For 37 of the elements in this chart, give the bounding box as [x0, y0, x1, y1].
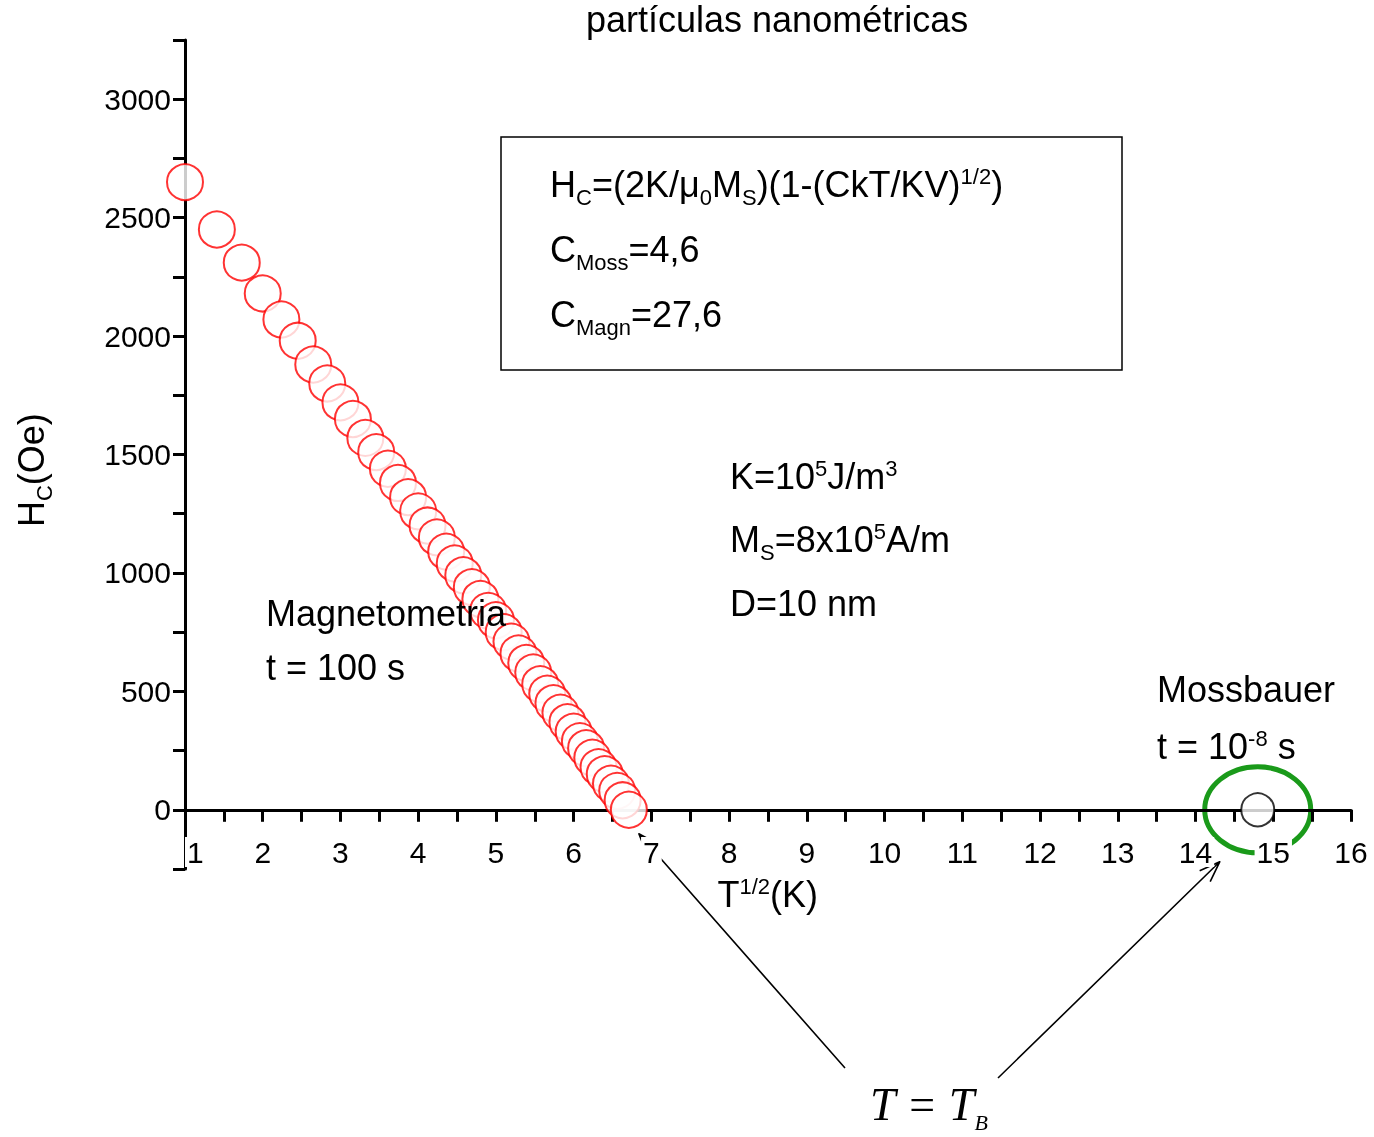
- annotation: M$_{S}$=8x10$^{5}$A/m: [730, 519, 951, 566]
- x-tick-label: 12: [1023, 835, 1057, 869]
- x-tick-label: 9: [798, 835, 816, 869]
- x-tick-label: 13: [1101, 835, 1135, 869]
- y-tick-label: 1000: [104, 556, 171, 590]
- annotation: D=10 nm: [730, 583, 878, 624]
- x-tick-label: 4: [409, 835, 427, 869]
- x-tick-label: 1: [187, 835, 204, 869]
- annotation: Mossbauer: [1157, 669, 1336, 710]
- x-axis-title: T$^{1/2}$(K): [717, 874, 819, 915]
- point: [609, 790, 648, 829]
- chart-title: partículas nanométricas: [586, 0, 969, 40]
- annotation: K=10$^{5}$J/m$^{3}$: [730, 456, 898, 497]
- x-tick-label: 3: [332, 835, 349, 869]
- x-tick-label: 16: [1334, 835, 1368, 869]
- x-tick-label: 10: [867, 835, 902, 869]
- x-tick-label: 11: [946, 835, 978, 869]
- x-tick-label: 7: [643, 835, 660, 869]
- annotation: t = 10$^{-8}$ s: [1157, 726, 1296, 767]
- y-tick-label: 2000: [104, 319, 171, 353]
- point: [166, 163, 204, 202]
- y-tick-label: 3000: [104, 82, 171, 116]
- annotation: t = 100 s: [266, 647, 406, 688]
- x-tick-label: 14: [1178, 835, 1213, 869]
- text: T = T$_{B}$: [870, 1079, 988, 1136]
- x-tick-label: 15: [1256, 835, 1290, 869]
- y-tick-label: 1500: [104, 438, 171, 471]
- y-tick-label: 0: [154, 793, 171, 827]
- x-tick-label: 5: [487, 835, 505, 869]
- annotation: C$_{Magn}$=27,6: [550, 294, 723, 341]
- y-tick-label: 2500: [104, 201, 171, 235]
- x-tick-label: 2: [254, 835, 272, 869]
- text: H$_{C}$=(2K/μ$_{0}$M$_{S}$)(1-(CkT/KV)$^{1/2}$): [550, 164, 1004, 211]
- annotation: C$_{Moss}$=4,6: [550, 229, 700, 276]
- y-tick-label: 500: [120, 674, 171, 708]
- x-tick-label: 8: [720, 835, 738, 869]
- x-tick-label: 6: [565, 835, 583, 869]
